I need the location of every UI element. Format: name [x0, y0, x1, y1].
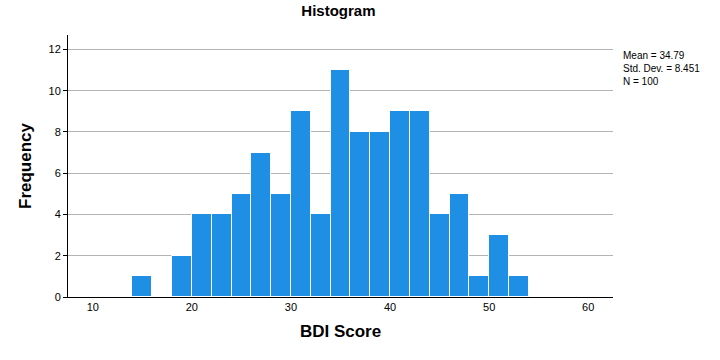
- svg-text:Frequency: Frequency: [16, 122, 35, 209]
- svg-text:20: 20: [186, 301, 198, 313]
- svg-text:0: 0: [55, 291, 61, 303]
- svg-text:10: 10: [49, 85, 61, 97]
- svg-text:10: 10: [87, 301, 99, 313]
- svg-text:30: 30: [285, 301, 297, 313]
- svg-text:6: 6: [55, 167, 61, 179]
- svg-text:12: 12: [49, 43, 61, 55]
- svg-text:BDI Score: BDI Score: [300, 322, 381, 341]
- svg-text:Histogram: Histogram: [301, 2, 375, 19]
- svg-text:Mean = 34.79Std. Dev. = 8.451N: Mean = 34.79Std. Dev. = 8.451N = 100: [623, 50, 700, 87]
- svg-text:2: 2: [55, 250, 61, 262]
- svg-text:40: 40: [384, 301, 396, 313]
- svg-text:60: 60: [582, 301, 594, 313]
- svg-text:50: 50: [483, 301, 495, 313]
- svg-text:8: 8: [55, 126, 61, 138]
- svg-text:4: 4: [55, 208, 61, 220]
